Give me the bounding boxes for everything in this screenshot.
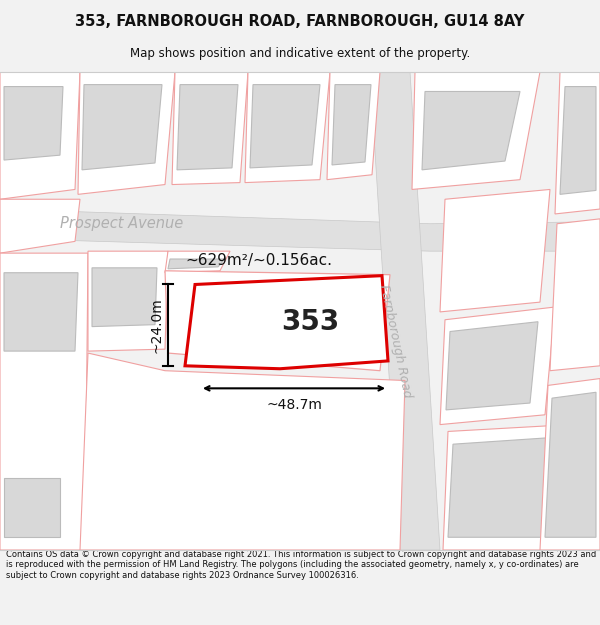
Text: Farnborough Road: Farnborough Road <box>377 284 413 399</box>
Text: ~24.0m: ~24.0m <box>149 298 163 353</box>
Polygon shape <box>185 276 388 369</box>
Text: Map shows position and indicative extent of the property.: Map shows position and indicative extent… <box>130 48 470 61</box>
Polygon shape <box>560 87 596 194</box>
Polygon shape <box>177 84 238 170</box>
Polygon shape <box>90 424 205 542</box>
Polygon shape <box>446 322 538 410</box>
Polygon shape <box>4 479 60 538</box>
Polygon shape <box>0 209 600 251</box>
Polygon shape <box>332 84 371 165</box>
Text: Contains OS data © Crown copyright and database right 2021. This information is : Contains OS data © Crown copyright and d… <box>6 550 596 580</box>
Polygon shape <box>78 72 175 194</box>
Polygon shape <box>422 91 520 170</box>
Polygon shape <box>555 72 600 214</box>
Polygon shape <box>100 429 195 532</box>
Polygon shape <box>540 379 600 550</box>
Polygon shape <box>165 271 390 371</box>
Polygon shape <box>250 84 320 168</box>
Polygon shape <box>4 87 63 160</box>
Polygon shape <box>228 381 315 482</box>
Polygon shape <box>165 251 230 272</box>
Polygon shape <box>440 189 550 312</box>
Polygon shape <box>80 353 405 550</box>
Polygon shape <box>443 424 570 550</box>
Polygon shape <box>92 268 157 327</box>
Polygon shape <box>158 381 230 454</box>
Text: Prospect Avenue: Prospect Avenue <box>60 216 183 231</box>
Polygon shape <box>412 72 540 189</box>
Polygon shape <box>4 272 78 351</box>
Text: ~48.7m: ~48.7m <box>266 398 322 412</box>
Polygon shape <box>370 72 440 550</box>
Polygon shape <box>448 438 555 538</box>
Polygon shape <box>245 72 330 182</box>
Polygon shape <box>168 259 225 269</box>
Polygon shape <box>155 379 232 456</box>
Polygon shape <box>550 219 600 371</box>
Text: 353, FARNBOROUGH ROAD, FARNBOROUGH, GU14 8AY: 353, FARNBOROUGH ROAD, FARNBOROUGH, GU14… <box>76 14 524 29</box>
Polygon shape <box>440 307 555 424</box>
Polygon shape <box>0 72 80 199</box>
Polygon shape <box>327 72 380 179</box>
Polygon shape <box>82 84 162 170</box>
Polygon shape <box>88 251 168 351</box>
Polygon shape <box>545 392 596 538</box>
Polygon shape <box>235 386 308 476</box>
Text: ~629m²/~0.156ac.: ~629m²/~0.156ac. <box>185 254 332 269</box>
Polygon shape <box>172 72 248 184</box>
Polygon shape <box>0 253 88 550</box>
Polygon shape <box>0 199 80 253</box>
Text: 353: 353 <box>281 308 339 336</box>
